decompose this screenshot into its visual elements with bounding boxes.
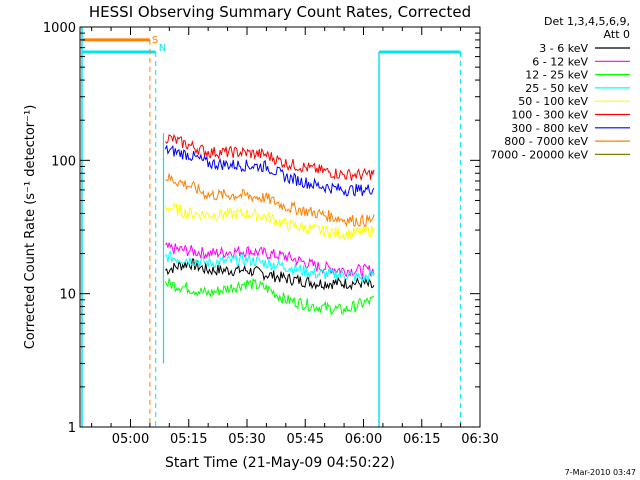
series-line <box>164 277 375 316</box>
plot-frame <box>79 26 481 428</box>
x-axis-label: Start Time (21-May-09 04:50:22) <box>165 455 395 471</box>
legend-header-line1: Det 1,3,4,5,6,9, <box>544 15 630 28</box>
legend-label: 100 - 300 keV <box>511 109 588 122</box>
series-line <box>165 133 375 182</box>
legend-label: 3 - 6 keV <box>539 42 588 55</box>
legend-label: 25 - 50 keV <box>525 82 588 95</box>
night-label: N <box>159 43 166 54</box>
legend-label: 300 - 800 keV <box>511 122 588 135</box>
x-tick-label: 05:30 <box>228 432 265 447</box>
x-tick-label: 05:45 <box>287 432 324 447</box>
saa-label: S <box>152 35 158 46</box>
legend-label: 12 - 25 keV <box>525 69 588 82</box>
y-tick-label: 100 <box>51 154 76 169</box>
x-tick-label: 06:30 <box>461 432 498 447</box>
chart-title: HESSI Observing Summary Count Rates, Cor… <box>89 3 471 21</box>
series-line <box>165 173 375 228</box>
x-tick-label: 05:00 <box>112 432 149 447</box>
x-tick-label: 06:15 <box>403 432 440 447</box>
x-tick-label: 05:15 <box>170 432 207 447</box>
series-line <box>165 249 375 283</box>
series-line <box>165 258 375 291</box>
legend-label: 800 - 7000 keV <box>504 135 588 148</box>
legend-label: 6 - 12 keV <box>532 55 588 68</box>
series-line <box>164 202 375 241</box>
series-line <box>165 242 375 278</box>
timestamp: 7-Mar-2010 03:47 <box>565 468 636 477</box>
legend-label: 7000 - 20000 keV <box>490 148 588 161</box>
x-tick-label: 06:00 <box>345 432 382 447</box>
y-tick-label: 10 <box>59 288 76 303</box>
legend-label: 50 - 100 keV <box>518 95 588 108</box>
y-axis-label: Corrected Count Rate (s⁻¹ detector⁻¹) <box>23 105 38 350</box>
y-tick-label: 1 <box>68 421 76 436</box>
series-line <box>164 145 375 197</box>
y-tick-label: 1000 <box>43 21 76 36</box>
legend-header-line2: Att 0 <box>604 28 630 41</box>
